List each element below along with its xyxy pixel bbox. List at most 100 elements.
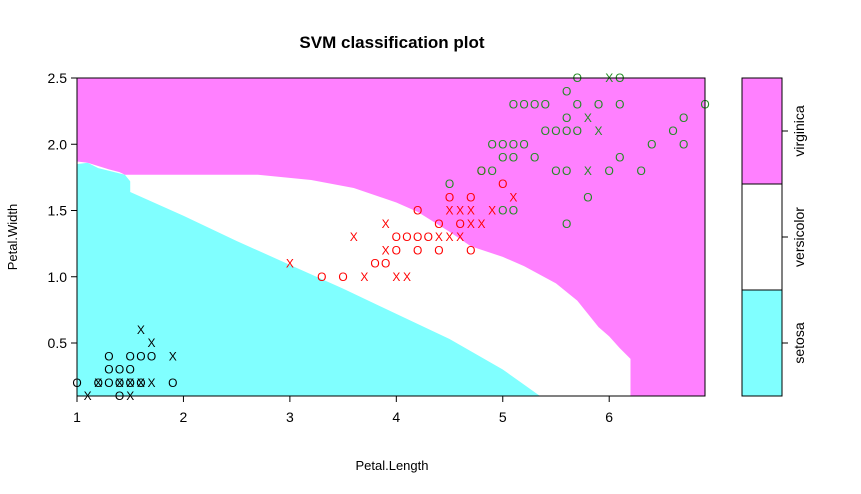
point-virginica: O: [445, 177, 454, 191]
point-versicolor: O: [392, 243, 401, 257]
point-versicolor: O: [456, 217, 465, 231]
point-virginica: O: [668, 124, 677, 138]
legend-label-setosa: setosa: [791, 322, 807, 363]
point-virginica: O: [562, 164, 571, 178]
point-versicolor: X: [435, 230, 443, 244]
legend: setosa versicolor virginica: [741, 77, 807, 397]
point-versicolor: X: [392, 270, 400, 284]
point-virginica: O: [562, 217, 571, 231]
point-virginica: X: [584, 164, 592, 178]
point-setosa: X: [137, 376, 145, 390]
point-setosa: O: [168, 376, 177, 390]
point-versicolor: X: [286, 257, 294, 271]
y-tick-label: 2.5: [48, 70, 68, 86]
point-virginica: O: [498, 151, 507, 165]
y-tick-label: 1.5: [48, 203, 68, 219]
point-versicolor: O: [381, 257, 390, 271]
point-virginica: O: [679, 111, 688, 125]
point-setosa: X: [137, 323, 145, 337]
point-virginica: O: [519, 98, 528, 112]
x-tick-label: 1: [73, 409, 81, 425]
point-versicolor: X: [446, 230, 454, 244]
region-virginica: [77, 78, 705, 396]
point-virginica: O: [594, 98, 603, 112]
point-virginica: O: [509, 204, 518, 218]
point-virginica: X: [595, 124, 603, 138]
x-tick-label: 4: [392, 409, 400, 425]
point-virginica: O: [562, 124, 571, 138]
point-versicolor: X: [509, 190, 517, 204]
point-virginica: O: [562, 84, 571, 98]
point-virginica: O: [509, 137, 518, 151]
y-tick-label: 2.0: [48, 136, 68, 152]
point-setosa: O: [136, 349, 145, 363]
point-virginica: O: [541, 98, 550, 112]
point-virginica: O: [562, 111, 571, 125]
point-virginica: O: [530, 151, 539, 165]
point-virginica: O: [615, 98, 624, 112]
y-axis: 0.5 1.0 1.5 2.0 2.5: [48, 70, 78, 351]
chart-title: SVM classification plot: [299, 33, 484, 52]
point-versicolor: X: [403, 270, 411, 284]
point-virginica: O: [509, 98, 518, 112]
legend-swatch-virginica: [741, 77, 783, 185]
point-versicolor: O: [370, 257, 379, 271]
point-setosa: X: [148, 336, 156, 350]
point-setosa: X: [148, 376, 156, 390]
point-virginica: O: [551, 164, 560, 178]
point-setosa: O: [104, 363, 113, 377]
point-setosa: O: [126, 363, 135, 377]
legend-label-virginica: virginica: [791, 105, 807, 157]
point-virginica: O: [530, 98, 539, 112]
x-tick-label: 5: [499, 409, 507, 425]
point-versicolor: O: [477, 164, 486, 178]
point-versicolor: X: [456, 230, 464, 244]
point-virginica: O: [487, 137, 496, 151]
point-versicolor: X: [456, 204, 464, 218]
point-versicolor: X: [360, 270, 368, 284]
point-virginica: O: [498, 204, 507, 218]
point-versicolor: O: [413, 230, 422, 244]
point-versicolor: O: [466, 243, 475, 257]
point-virginica: O: [519, 137, 528, 151]
legend-swatch-setosa: [741, 289, 783, 397]
point-virginica: O: [583, 190, 592, 204]
point-setosa: O: [147, 349, 156, 363]
x-axis-label: Petal.Length: [355, 458, 428, 473]
point-virginica: O: [509, 151, 518, 165]
point-versicolor: X: [446, 204, 454, 218]
point-versicolor: X: [382, 243, 390, 257]
point-versicolor: O: [445, 190, 454, 204]
point-setosa: O: [136, 376, 145, 390]
point-versicolor: X: [477, 217, 485, 231]
point-setosa: O: [104, 349, 113, 363]
legend-swatch-versicolor: [741, 183, 783, 291]
x-tick-label: 3: [286, 409, 294, 425]
x-axis: 1 2 3 4 5 6: [73, 395, 613, 425]
point-virginica: O: [541, 124, 550, 138]
point-versicolor: X: [382, 217, 390, 231]
point-virginica: O: [551, 124, 560, 138]
point-virginica: O: [487, 164, 496, 178]
point-virginica: O: [573, 124, 582, 138]
point-virginica: X: [584, 111, 592, 125]
point-versicolor: O: [392, 230, 401, 244]
point-versicolor: O: [317, 270, 326, 284]
point-virginica: O: [573, 98, 582, 112]
point-setosa: O: [126, 349, 135, 363]
point-virginica: O: [679, 137, 688, 151]
point-setosa: O: [115, 363, 124, 377]
point-setosa: O: [126, 376, 135, 390]
point-setosa: X: [116, 376, 124, 390]
x-tick-label: 6: [605, 409, 613, 425]
point-virginica: O: [615, 151, 624, 165]
point-virginica: O: [605, 164, 614, 178]
point-versicolor: X: [350, 230, 358, 244]
point-versicolor: O: [498, 177, 507, 191]
point-versicolor: O: [466, 190, 475, 204]
point-versicolor: O: [434, 217, 443, 231]
point-virginica: O: [636, 164, 645, 178]
point-setosa: O: [115, 376, 124, 390]
